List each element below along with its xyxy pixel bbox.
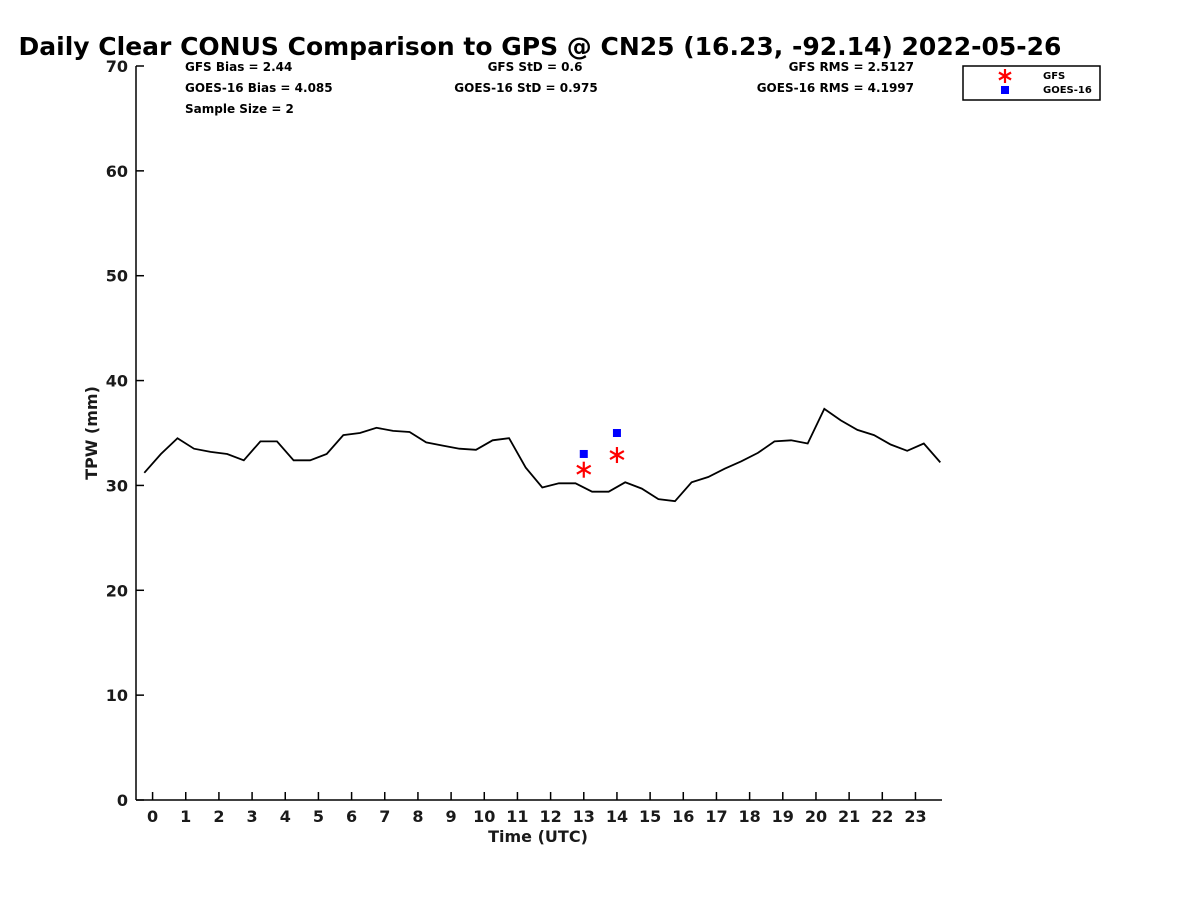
x-axis-label: Time (UTC) — [488, 827, 588, 846]
x-ticks: 0 1 2 3 4 5 6 7 8 9 10 11 12 13 14 15 16 17 18 19 20 21 22 23 — [147, 792, 927, 826]
goes16-square-point — [579, 449, 588, 458]
stats-block: GFS Bias = 2.44 GOES-16 Bias = 4.085 Sam… — [185, 60, 914, 116]
y-tick-label: 70 — [106, 57, 128, 76]
x-tick-label: 6 — [346, 807, 357, 826]
legend-box — [962, 65, 1101, 101]
y-ticks: 0 10 20 30 40 50 60 70 — [106, 57, 144, 810]
x-tick-label: 19 — [772, 807, 794, 826]
stat-gfs-std: GFS StD = 0.6 — [488, 60, 583, 74]
legend-gfs-star-icon — [998, 69, 1012, 83]
y-tick-label: 40 — [106, 372, 128, 391]
x-tick-label: 2 — [213, 807, 224, 826]
goes16-square-point — [612, 429, 621, 437]
stat-goes-bias: GOES-16 Bias = 4.085 — [185, 81, 333, 95]
x-tick-label: 5 — [313, 807, 324, 826]
x-tick-label: 8 — [412, 807, 423, 826]
y-tick-label: 10 — [106, 686, 128, 705]
x-tick-label: 20 — [805, 807, 827, 826]
y-tick-label: 60 — [106, 162, 128, 181]
legend-star-glyph — [998, 69, 1012, 83]
legend-label-goes: GOES-16 — [1043, 85, 1092, 96]
legend-label-gfs: GFS — [1043, 71, 1065, 82]
x-tick-label: 18 — [738, 807, 760, 826]
y-axis-label: TPW (mm) — [82, 386, 101, 480]
stat-goes-rms: GOES-16 RMS = 4.1997 — [757, 81, 914, 95]
x-tick-label: 12 — [539, 807, 561, 826]
stat-gfs-bias: GFS Bias = 2.44 — [185, 60, 292, 74]
x-tick-label: 15 — [639, 807, 661, 826]
stat-gfs-rms: GFS RMS = 2.5127 — [789, 60, 914, 74]
x-tick-label: 16 — [672, 807, 694, 826]
x-tick-label: 14 — [606, 807, 628, 826]
chart-title: Daily Clear CONUS Comparison to GPS @ CN… — [19, 32, 1062, 61]
series-layer — [143, 407, 941, 503]
x-tick-label: 3 — [247, 807, 258, 826]
x-tick-label: 4 — [280, 807, 291, 826]
y-tick-label: 30 — [106, 476, 128, 495]
gfs-star-point — [609, 447, 625, 464]
stat-goes-std: GOES-16 StD = 0.975 — [454, 81, 597, 95]
legend: GFS GOES-16 — [962, 65, 1101, 101]
stat-sample-size: Sample Size = 2 — [185, 102, 294, 116]
x-tick-label: 17 — [705, 807, 727, 826]
gps-tpw-line — [143, 407, 941, 503]
y-tick-label: 20 — [106, 581, 128, 600]
x-tick-label: 11 — [506, 807, 528, 826]
gfs-star-point — [576, 461, 592, 478]
x-tick-label: 21 — [838, 807, 860, 826]
x-tick-label: 22 — [871, 807, 893, 826]
x-tick-label: 23 — [904, 807, 926, 826]
x-tick-label: 0 — [147, 807, 158, 826]
legend-goes-square-icon — [1001, 86, 1009, 94]
x-tick-label: 9 — [446, 807, 457, 826]
x-tick-label: 7 — [379, 807, 390, 826]
x-tick-label: 1 — [180, 807, 191, 826]
y-tick-label: 0 — [117, 791, 128, 810]
y-tick-label: 50 — [106, 267, 128, 286]
x-tick-label: 13 — [573, 807, 595, 826]
x-tick-label: 10 — [473, 807, 495, 826]
